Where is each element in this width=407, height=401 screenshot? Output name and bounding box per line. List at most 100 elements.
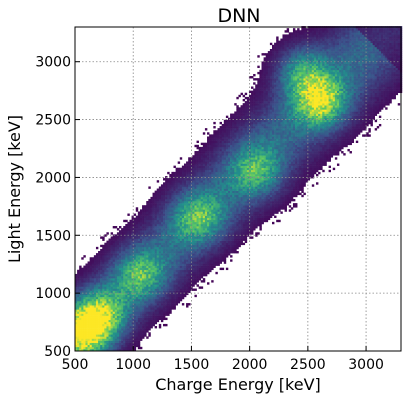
heatmap-cell [139,313,143,316]
heatmap-cell [89,328,93,331]
heatmap-cell [133,340,137,343]
heatmap-cell [160,238,164,241]
heatmap-cell [93,284,97,287]
heatmap-cell [108,332,111,335]
heatmap-cell [215,173,218,177]
heatmap-cell [194,192,197,196]
heatmap-cell [177,203,181,206]
heatmap-cell [165,303,168,306]
heatmap-cell [129,303,132,306]
heatmap-cell [219,167,222,171]
heatmap-cell [238,178,241,181]
heatmap-cell [160,315,164,318]
heatmap-cell [79,292,82,296]
heatmap-cell [158,251,162,254]
heatmap-cell [219,209,222,212]
heatmap-cell [102,317,105,321]
heatmap-cell [98,326,101,329]
heatmap-cell [211,209,214,212]
heatmap-cell [160,290,164,293]
heatmap-cell [173,244,176,248]
heatmap-cell [116,242,120,246]
heatmap-cell [95,282,99,285]
heatmap-cell [242,198,246,202]
heatmap-cell [114,246,118,250]
heatmap-cell [142,255,145,258]
heatmap-cell [169,296,172,300]
heatmap-cell [95,336,99,339]
heatmap-cell [81,330,84,333]
heatmap-cell [123,278,126,281]
heatmap-cell [167,313,170,316]
heatmap-cell [227,169,231,173]
heatmap-cell [85,344,88,348]
heatmap-cell [196,209,199,212]
heatmap-cell [227,128,231,131]
heatmap-cell [190,171,193,175]
heatmap-cell [209,192,212,196]
heatmap-cell [152,280,155,283]
heatmap-cell [183,246,187,250]
heatmap-cell [177,211,181,214]
heatmap-cell [77,269,80,273]
heatmap-cell [100,311,103,314]
heatmap-cell [108,309,111,312]
heatmap-cell [106,303,109,306]
heatmap-cell [112,309,116,312]
heatmap-cell [93,309,97,312]
heatmap-cell [102,319,105,323]
heatmap-cell [156,313,160,316]
heatmap-cell [198,257,202,260]
heatmap-cell [146,309,149,312]
heatmap-cell [204,244,208,248]
heatmap-cell [196,213,199,216]
heatmap-cell [192,271,195,275]
heatmap-cell [175,290,178,293]
heatmap-cell [202,165,206,169]
heatmap-cell [150,244,153,248]
heatmap-cell [85,305,88,308]
heatmap-cell [89,284,93,287]
heatmap-cell [127,226,130,229]
heatmap-cell [234,232,237,235]
heatmap-cell [171,186,174,189]
heatmap-cell [232,236,235,239]
heatmap-cell [230,123,233,127]
heatmap-cell [156,282,160,285]
heatmap-cell [121,244,124,248]
heatmap-cell [236,180,239,183]
heatmap-cell [232,138,235,141]
heatmap-cell [110,257,114,260]
heatmap-cell [108,292,111,296]
heatmap-cell [190,265,193,268]
heatmap-cell [173,282,176,285]
heatmap-cell [87,286,90,289]
heatmap-cell [207,259,210,262]
heatmap-cell [213,180,216,183]
heatmap-cell [116,321,120,325]
heatmap-cell [217,203,220,206]
heatmap-cell [95,294,99,298]
heatmap-cell [160,286,164,289]
heatmap-cell [85,317,88,321]
heatmap-cell [104,242,107,246]
heatmap-cell [121,242,124,246]
heatmap-cell [188,271,191,275]
heatmap-cell [190,213,193,216]
heatmap-cell [123,253,126,256]
heatmap-cell [83,332,86,335]
heatmap-cell [186,269,189,273]
heatmap-cell [139,346,143,350]
heatmap-cell [163,261,166,264]
heatmap-cell [190,259,193,262]
heatmap-cell [137,317,141,321]
heatmap-cell [102,298,105,302]
heatmap-cell [165,215,168,218]
heatmap-cell [196,203,199,206]
heatmap-cell [139,221,143,225]
heatmap-cell [234,123,237,127]
heatmap-cell [227,223,231,227]
heatmap-cell [108,303,111,306]
heatmap-cell [225,121,229,125]
